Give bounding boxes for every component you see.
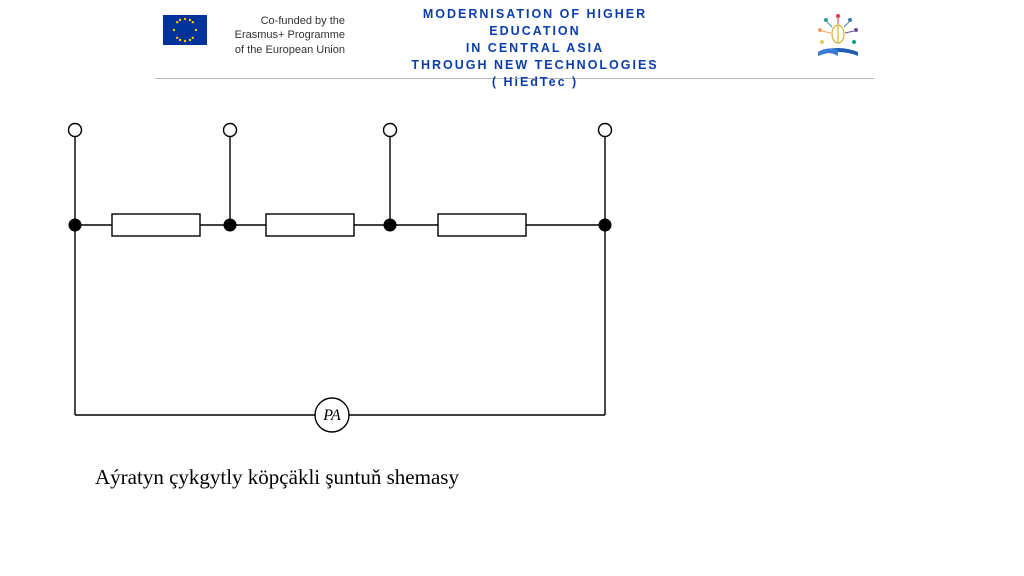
title-line2: IN CENTRAL ASIA bbox=[466, 41, 604, 55]
cofund-line1: Co-funded by the bbox=[261, 15, 345, 27]
cofund-line3: of the European Union bbox=[235, 44, 345, 56]
header-title: MODERNISATION OF HIGHER EDUCATION IN CEN… bbox=[380, 6, 690, 90]
circuit-diagram: PA bbox=[50, 110, 670, 490]
hiedtec-logo-icon bbox=[812, 10, 864, 62]
title-line3: THROUGH NEW TECHNOLOGIES bbox=[411, 58, 658, 72]
eu-flag-icon bbox=[163, 15, 207, 45]
header: Co-funded by the Erasmus+ Programme of t… bbox=[155, 0, 874, 79]
cofund-line2: Erasmus+ Programme bbox=[235, 29, 345, 41]
title-line1: MODERNISATION OF HIGHER EDUCATION bbox=[423, 7, 647, 38]
caption: Aýratyn çykgytly köpçäkli şuntuň shemasy bbox=[95, 465, 459, 490]
svg-text:PA: PA bbox=[322, 407, 341, 424]
cofund-text: Co-funded by the Erasmus+ Programme of t… bbox=[215, 14, 345, 57]
title-line4: ( HiEdTec ) bbox=[492, 75, 578, 89]
